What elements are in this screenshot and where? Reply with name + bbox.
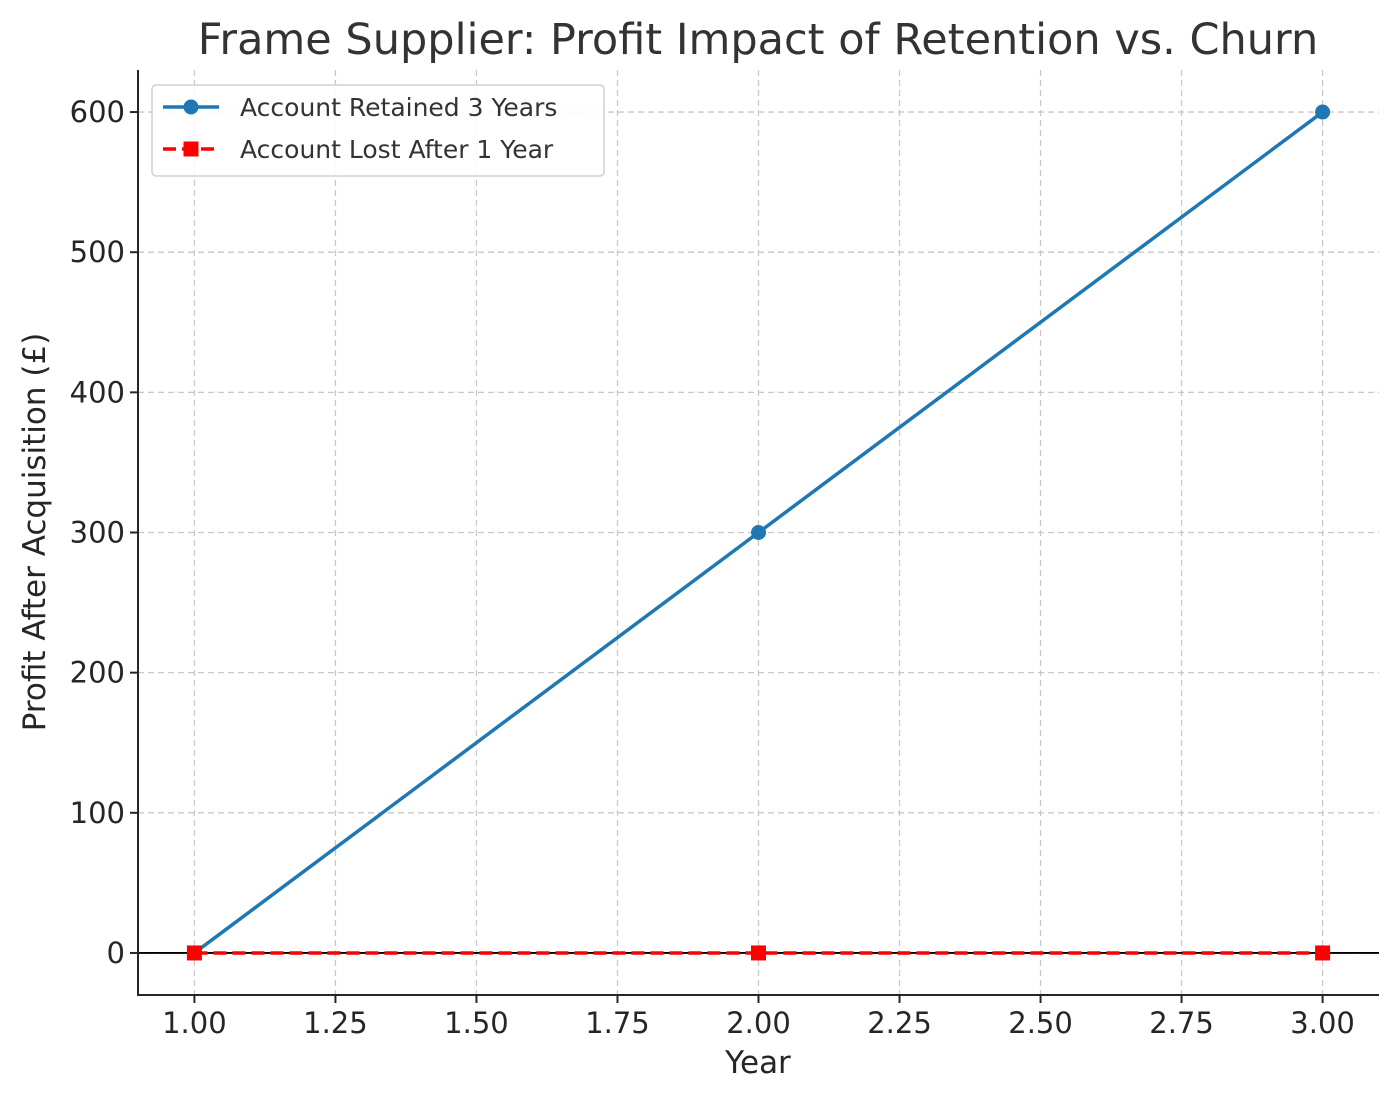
x-tick-label: 2.00 [726,1006,791,1040]
data-point [751,525,766,540]
y-tick-label: 200 [70,656,125,690]
data-point [186,945,202,961]
series-layer [186,104,1331,961]
y-tick-label: 500 [70,235,125,269]
y-tick-label: 300 [70,516,125,550]
legend: Account Retained 3 Years Account Lost Aft… [151,84,605,177]
x-tick-label: 1.00 [162,1006,227,1040]
axes-spines [137,70,1379,996]
y-axis-label: Profit After Acquisition (£) [17,333,53,732]
legend-marker [183,99,199,115]
series-2 [186,945,1331,961]
legend-label: Account Lost After 1 Year [240,135,554,164]
x-axis-ticks: 1.00 1.25 1.50 1.75 2.00 2.25 2.50 2.75 3.00 [162,995,1355,1040]
x-tick-label: 3.00 [1290,1006,1355,1040]
legend-item: Account Lost After 1 Year [163,135,554,164]
y-tick-label: 600 [70,95,125,129]
y-tick-label: 0 [107,936,125,970]
legend-item: Account Retained 3 Years [163,93,557,122]
x-tick-label: 1.25 [303,1006,368,1040]
chart-title: Frame Supplier: Profit Impact of Retenti… [198,15,1318,65]
y-tick-label: 100 [70,796,125,830]
x-axis-label: Year [724,1045,791,1081]
x-tick-label: 1.50 [444,1006,509,1040]
legend-label: Account Retained 3 Years [240,93,557,122]
y-axis-ticks: 0 100 200 300 400 500 600 [70,95,138,970]
x-tick-label: 2.75 [1149,1006,1214,1040]
x-tick-label: 2.25 [867,1006,932,1040]
legend-marker [183,141,199,157]
y-tick-label: 400 [70,375,125,409]
data-point [751,945,766,961]
data-point [1315,104,1331,120]
x-tick-label: 1.75 [585,1006,650,1040]
legend-frame [151,84,605,177]
x-tick-label: 2.50 [1008,1006,1073,1040]
data-point [1315,945,1331,961]
